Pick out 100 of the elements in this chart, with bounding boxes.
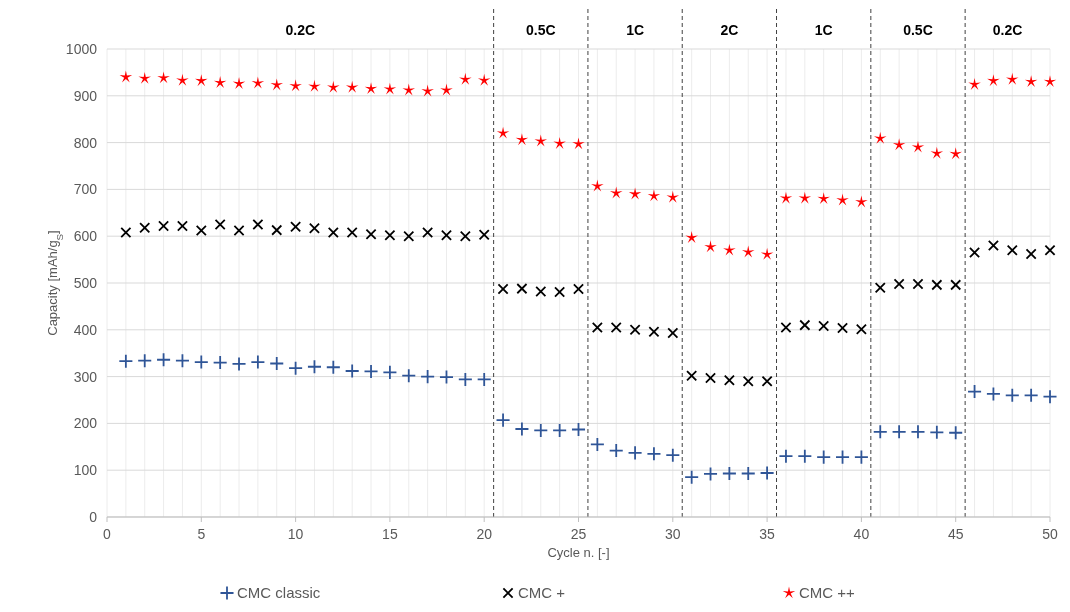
point <box>270 78 284 91</box>
point <box>345 80 359 93</box>
point <box>987 240 999 252</box>
y-tick-label: 800 <box>73 134 98 151</box>
point <box>327 80 340 93</box>
point <box>251 76 265 89</box>
y-tick-label: 1000 <box>65 41 98 57</box>
x-tick-label: 40 <box>853 526 870 542</box>
point <box>798 191 812 204</box>
point <box>1004 387 1020 403</box>
point <box>476 371 492 387</box>
point <box>118 353 134 369</box>
point <box>686 370 698 382</box>
point <box>156 352 172 368</box>
x-tick-label: 25 <box>570 526 587 542</box>
point <box>931 279 943 291</box>
text: 1C <box>814 22 833 38</box>
point <box>759 465 775 481</box>
point <box>420 369 436 385</box>
text: 2C <box>720 22 739 38</box>
point <box>421 84 434 97</box>
point <box>742 375 754 387</box>
point <box>780 321 792 333</box>
point <box>837 322 849 334</box>
point <box>647 189 661 202</box>
point <box>383 82 397 95</box>
point <box>779 191 793 204</box>
point <box>591 321 603 333</box>
point <box>666 190 680 203</box>
point <box>137 353 153 369</box>
point <box>233 225 245 237</box>
point <box>761 375 773 387</box>
point <box>1043 75 1057 88</box>
y-tick-label: 500 <box>73 275 98 291</box>
point <box>477 73 491 86</box>
x-tick-label: 15 <box>382 526 398 542</box>
point <box>912 278 924 290</box>
text: 0.5C <box>903 22 933 38</box>
x-axis-title: Cycle n. [-] <box>547 545 610 560</box>
point <box>1006 244 1018 256</box>
point <box>289 79 302 92</box>
point <box>120 226 132 238</box>
point <box>384 229 396 241</box>
point <box>949 147 962 160</box>
x-tick-label: 45 <box>947 526 964 542</box>
point <box>269 356 285 371</box>
point <box>589 437 605 452</box>
point <box>459 72 472 85</box>
point <box>646 446 662 462</box>
point <box>667 327 679 339</box>
point <box>948 425 964 441</box>
text: 1C <box>626 22 645 38</box>
y-tick-label: 100 <box>73 462 98 479</box>
point <box>1044 244 1056 256</box>
point <box>157 71 170 84</box>
point <box>440 83 453 96</box>
point <box>459 230 471 242</box>
point <box>403 230 415 242</box>
point <box>572 137 585 150</box>
point <box>799 319 811 331</box>
point <box>721 466 737 481</box>
point <box>176 220 188 232</box>
point <box>987 74 1000 87</box>
point <box>195 74 208 87</box>
point <box>439 369 454 385</box>
y-tick-label: 200 <box>73 415 98 432</box>
point <box>704 372 717 384</box>
x-tick-label: 0 <box>103 526 112 542</box>
point <box>250 354 266 370</box>
point <box>872 424 888 440</box>
point <box>515 133 529 146</box>
point <box>308 79 321 92</box>
point <box>290 221 302 233</box>
point <box>1006 72 1019 85</box>
point <box>271 224 283 236</box>
point <box>627 445 643 461</box>
point <box>723 243 736 256</box>
point <box>478 229 490 241</box>
point <box>969 247 981 259</box>
x-tick-label: 20 <box>476 526 493 542</box>
point <box>231 356 247 372</box>
point <box>797 448 813 464</box>
point <box>516 283 528 295</box>
point <box>930 146 944 159</box>
point <box>534 134 548 147</box>
point <box>967 384 982 399</box>
point <box>910 424 926 440</box>
point <box>760 247 774 260</box>
y-tick-label: 300 <box>73 368 98 385</box>
point <box>853 449 869 465</box>
point <box>496 126 510 139</box>
point <box>139 222 151 234</box>
point <box>193 354 209 370</box>
point <box>535 285 547 297</box>
point <box>363 364 379 379</box>
x-tick-label: 30 <box>665 526 681 542</box>
x-tick-label: 10 <box>287 526 304 542</box>
point <box>836 193 849 206</box>
point <box>213 76 227 89</box>
point <box>402 83 416 96</box>
